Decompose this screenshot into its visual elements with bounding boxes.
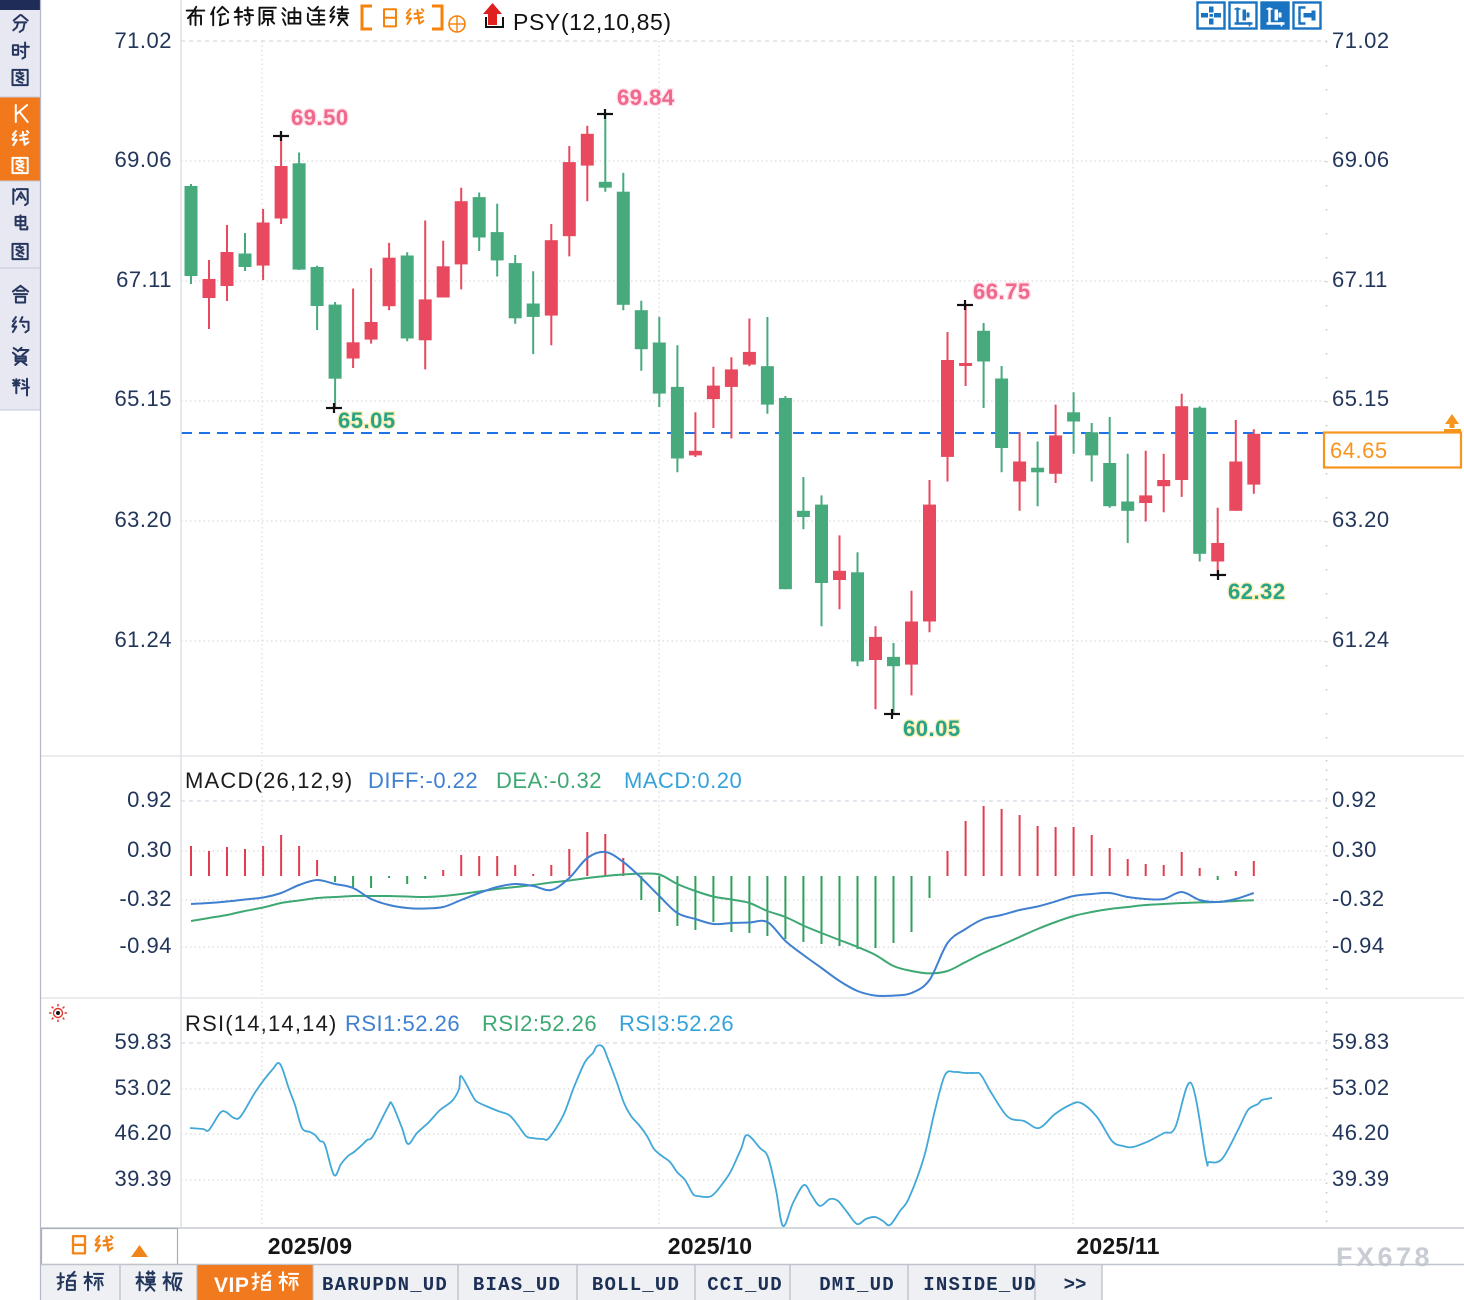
svg-text:39.39: 39.39 <box>114 1166 172 1191</box>
svg-text:0.30: 0.30 <box>127 837 172 862</box>
svg-text:RSI2:52.26: RSI2:52.26 <box>482 1011 597 1036</box>
svg-text:46.20: 46.20 <box>1332 1120 1390 1145</box>
svg-text:BARUPDN_UD: BARUPDN_UD <box>322 1274 448 1296</box>
svg-text:VIP: VIP <box>214 1274 249 1297</box>
svg-text:65.05: 65.05 <box>338 408 396 433</box>
svg-text:66.75: 66.75 <box>973 279 1031 304</box>
svg-text:2025/11: 2025/11 <box>1076 1233 1159 1259</box>
svg-text:RSI1:52.26: RSI1:52.26 <box>345 1011 460 1036</box>
svg-text:53.02: 53.02 <box>1332 1075 1390 1100</box>
svg-text:60.05: 60.05 <box>903 716 961 741</box>
svg-text:-0.32: -0.32 <box>119 886 172 911</box>
svg-text:-0.94: -0.94 <box>1332 933 1385 958</box>
svg-text:RSI3:52.26: RSI3:52.26 <box>619 1011 734 1036</box>
svg-text:63.20: 63.20 <box>1332 507 1390 532</box>
svg-text:>>: >> <box>1064 1274 1087 1296</box>
svg-text:2025/09: 2025/09 <box>268 1233 353 1259</box>
svg-text:INSIDE_UD: INSIDE_UD <box>923 1274 1036 1296</box>
svg-text:DEA:-0.32: DEA:-0.32 <box>496 768 602 793</box>
svg-text:65.15: 65.15 <box>1332 386 1390 411</box>
svg-text:MACD:0.20: MACD:0.20 <box>624 768 742 793</box>
svg-text:71.02: 71.02 <box>1332 28 1390 53</box>
svg-text:CCI_UD: CCI_UD <box>707 1274 783 1296</box>
svg-text:RSI(14,14,14): RSI(14,14,14) <box>185 1011 338 1036</box>
svg-text:67.11: 67.11 <box>116 267 172 292</box>
svg-text:64.65: 64.65 <box>1330 438 1388 463</box>
svg-text:61.24: 61.24 <box>1332 627 1390 652</box>
svg-text:69.84: 69.84 <box>617 85 675 110</box>
svg-text:67.11: 67.11 <box>1332 267 1388 292</box>
svg-text:65.15: 65.15 <box>114 386 172 411</box>
svg-text:DIFF:-0.22: DIFF:-0.22 <box>368 768 478 793</box>
svg-text:69.06: 69.06 <box>1332 147 1390 172</box>
svg-text:39.39: 39.39 <box>1332 1166 1390 1191</box>
svg-text:-0.32: -0.32 <box>1332 886 1385 911</box>
svg-text:2025/10: 2025/10 <box>668 1233 753 1259</box>
svg-text:63.20: 63.20 <box>114 507 172 532</box>
svg-text:62.32: 62.32 <box>1228 579 1286 604</box>
svg-text:46.20: 46.20 <box>114 1120 172 1145</box>
svg-text:0.92: 0.92 <box>127 787 172 812</box>
svg-text:BOLL_UD: BOLL_UD <box>592 1274 680 1296</box>
svg-text:DMI_UD: DMI_UD <box>819 1274 895 1296</box>
svg-text:69.06: 69.06 <box>114 147 172 172</box>
svg-text:PSY(12,10,85): PSY(12,10,85) <box>513 9 672 35</box>
svg-text:61.24: 61.24 <box>114 627 172 652</box>
svg-text:-0.94: -0.94 <box>119 933 172 958</box>
svg-text:0.92: 0.92 <box>1332 787 1377 812</box>
svg-text:53.02: 53.02 <box>114 1075 172 1100</box>
svg-text:59.83: 59.83 <box>1332 1029 1390 1054</box>
svg-text:0.30: 0.30 <box>1332 837 1377 862</box>
svg-text:BIAS_UD: BIAS_UD <box>473 1274 561 1296</box>
svg-text:MACD(26,12,9): MACD(26,12,9) <box>185 768 353 793</box>
svg-text:59.83: 59.83 <box>114 1029 172 1054</box>
svg-text:69.50: 69.50 <box>291 105 349 130</box>
svg-text:FX678: FX678 <box>1336 1242 1433 1272</box>
svg-text:71.02: 71.02 <box>114 28 172 53</box>
